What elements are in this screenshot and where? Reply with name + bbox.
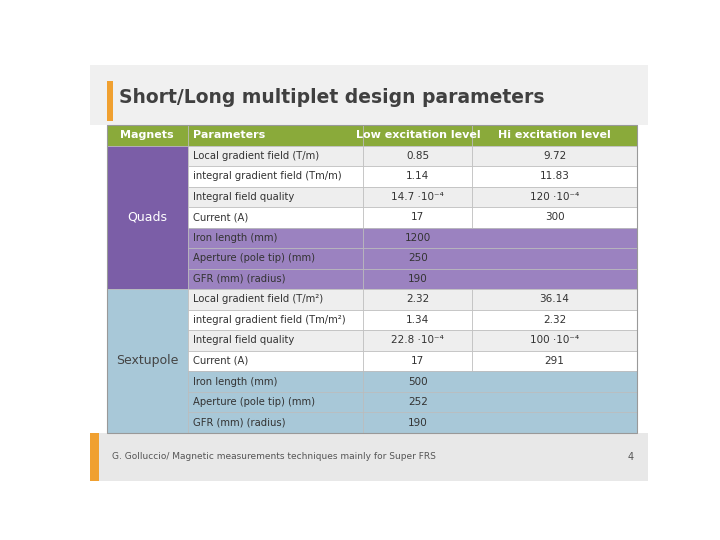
Bar bbox=[107, 82, 114, 121]
Text: 17: 17 bbox=[411, 212, 425, 222]
Bar bbox=[107, 125, 188, 146]
Text: 1.34: 1.34 bbox=[406, 315, 429, 325]
Bar bbox=[364, 351, 472, 371]
Text: 2.32: 2.32 bbox=[406, 294, 429, 305]
Bar bbox=[472, 187, 636, 207]
Bar bbox=[107, 146, 188, 289]
Bar bbox=[188, 228, 364, 248]
Text: GFR (mm) (radius): GFR (mm) (radius) bbox=[193, 274, 286, 284]
Text: Parameters: Parameters bbox=[193, 130, 266, 140]
Text: Iron length (mm): Iron length (mm) bbox=[193, 233, 278, 243]
Text: Hi excitation level: Hi excitation level bbox=[498, 130, 611, 140]
Bar bbox=[364, 412, 637, 433]
Bar bbox=[472, 207, 636, 228]
Text: 190: 190 bbox=[408, 274, 428, 284]
Bar bbox=[472, 351, 636, 371]
Bar bbox=[364, 187, 472, 207]
Text: 120 ·10⁻⁴: 120 ·10⁻⁴ bbox=[530, 192, 579, 202]
Text: Short/Long multiplet design parameters: Short/Long multiplet design parameters bbox=[119, 87, 544, 107]
Bar bbox=[364, 125, 472, 146]
Text: 11.83: 11.83 bbox=[539, 171, 570, 181]
Text: 0.85: 0.85 bbox=[406, 151, 429, 161]
Text: G. Golluccio/ Magnetic measurements techniques mainly for Super FRS: G. Golluccio/ Magnetic measurements tech… bbox=[112, 452, 436, 461]
Bar bbox=[364, 392, 637, 412]
Text: integral gradient field (Tm/m): integral gradient field (Tm/m) bbox=[193, 171, 342, 181]
Bar bbox=[364, 146, 472, 166]
Bar bbox=[188, 166, 364, 187]
Bar bbox=[90, 433, 99, 481]
Bar bbox=[364, 310, 472, 330]
Bar bbox=[472, 289, 636, 310]
Bar bbox=[364, 330, 472, 351]
Bar bbox=[472, 166, 636, 187]
Text: 2.32: 2.32 bbox=[543, 315, 566, 325]
Text: 250: 250 bbox=[408, 253, 428, 264]
Text: 14.7 ·10⁻⁴: 14.7 ·10⁻⁴ bbox=[392, 192, 444, 202]
Bar bbox=[107, 289, 188, 433]
Bar bbox=[90, 433, 648, 481]
Text: Magnets: Magnets bbox=[120, 130, 174, 140]
Bar bbox=[188, 248, 364, 269]
Bar bbox=[364, 289, 472, 310]
Bar bbox=[472, 125, 636, 146]
Text: 100 ·10⁻⁴: 100 ·10⁻⁴ bbox=[530, 335, 579, 346]
Bar bbox=[364, 269, 637, 289]
Bar bbox=[188, 330, 364, 351]
Text: 22.8 ·10⁻⁴: 22.8 ·10⁻⁴ bbox=[392, 335, 444, 346]
Bar bbox=[364, 207, 472, 228]
Text: Local gradient field (T/m²): Local gradient field (T/m²) bbox=[193, 294, 323, 305]
Bar bbox=[188, 269, 364, 289]
Bar bbox=[364, 371, 637, 392]
Text: 190: 190 bbox=[408, 417, 428, 428]
Bar bbox=[188, 207, 364, 228]
Text: 17: 17 bbox=[411, 356, 425, 366]
Text: Current (A): Current (A) bbox=[193, 212, 248, 222]
Bar bbox=[107, 125, 637, 433]
Text: Integral field quality: Integral field quality bbox=[193, 192, 294, 202]
Bar bbox=[188, 351, 364, 371]
Text: 300: 300 bbox=[545, 212, 564, 222]
Bar bbox=[364, 166, 472, 187]
Bar bbox=[364, 248, 637, 269]
Text: Current (A): Current (A) bbox=[193, 356, 248, 366]
Bar bbox=[364, 228, 637, 248]
Text: Iron length (mm): Iron length (mm) bbox=[193, 376, 278, 387]
Bar bbox=[188, 392, 364, 412]
Text: 1200: 1200 bbox=[405, 233, 431, 243]
Text: 1.14: 1.14 bbox=[406, 171, 429, 181]
Text: Integral field quality: Integral field quality bbox=[193, 335, 294, 346]
Bar bbox=[472, 310, 636, 330]
Text: Aperture (pole tip) (mm): Aperture (pole tip) (mm) bbox=[193, 397, 315, 407]
Bar bbox=[188, 310, 364, 330]
Text: 36.14: 36.14 bbox=[539, 294, 570, 305]
Bar bbox=[188, 412, 364, 433]
Text: Aperture (pole tip) (mm): Aperture (pole tip) (mm) bbox=[193, 253, 315, 264]
Text: Low excitation level: Low excitation level bbox=[356, 130, 480, 140]
Bar bbox=[472, 146, 636, 166]
Text: 9.72: 9.72 bbox=[543, 151, 566, 161]
Text: 291: 291 bbox=[544, 356, 564, 366]
Text: 4: 4 bbox=[628, 451, 634, 462]
Text: Local gradient field (T/m): Local gradient field (T/m) bbox=[193, 151, 320, 161]
Bar bbox=[188, 289, 364, 310]
Text: 252: 252 bbox=[408, 397, 428, 407]
Text: GFR (mm) (radius): GFR (mm) (radius) bbox=[193, 417, 286, 428]
Bar bbox=[188, 146, 364, 166]
Bar bbox=[188, 187, 364, 207]
Text: Quads: Quads bbox=[127, 211, 167, 224]
Bar bbox=[90, 65, 648, 125]
Text: 500: 500 bbox=[408, 376, 428, 387]
Bar bbox=[188, 371, 364, 392]
Bar bbox=[472, 330, 636, 351]
Text: Sextupole: Sextupole bbox=[116, 354, 179, 368]
Text: integral gradient field (Tm/m²): integral gradient field (Tm/m²) bbox=[193, 315, 346, 325]
Bar bbox=[188, 125, 364, 146]
